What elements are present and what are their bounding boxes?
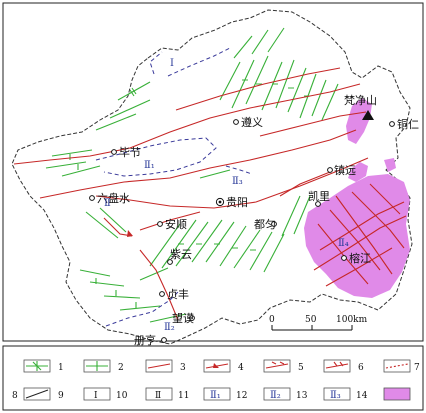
city-label-wangmo: 望谟 <box>172 312 194 325</box>
legend-num-14: 14 <box>356 391 368 401</box>
fold-ticks <box>69 79 310 308</box>
legend-num-1: 1 <box>58 363 64 373</box>
legend-num-7: 7 <box>414 363 420 373</box>
city-markers <box>89 119 395 343</box>
thrust-marker <box>127 230 133 237</box>
legend-symbol-12: Ⅱ₂ <box>270 390 281 401</box>
city-label-ceheng: 册亨 <box>134 333 156 347</box>
city-label-zhenyuan: 镇远 <box>334 163 356 177</box>
zone-label-2-4: Ⅱ₄ <box>338 238 349 249</box>
legend-symbol-11: Ⅱ₁ <box>210 390 221 401</box>
city-label-zunyi: 遵义 <box>241 115 263 129</box>
granite-region-main <box>304 174 410 298</box>
legend-num-12: 12 <box>236 391 247 401</box>
zone-label-2-3: Ⅱ₃ <box>232 176 243 187</box>
city-label-kaili: 凯里 <box>308 190 330 203</box>
scale-label-0: 0 <box>269 315 275 325</box>
city-label-guiyang: 贵阳 <box>226 196 248 209</box>
zone-label-2-2: Ⅱ₂ <box>164 322 175 333</box>
legend-row-1: 1 2 3 4 5 6 7 <box>23 359 420 373</box>
mountain-triangle-icon <box>362 110 374 120</box>
zone-label-1: Ⅰ <box>170 58 174 69</box>
capital-marker <box>215 197 225 207</box>
legend-num-13: 13 <box>296 391 308 401</box>
city-label-bijie: 毕节 <box>119 146 141 159</box>
granite-region-small <box>348 162 368 182</box>
city-label-duyun: 都匀 <box>254 218 276 231</box>
legend-frame <box>2 345 424 411</box>
city-label-tongren: 铜仁 <box>397 117 419 131</box>
scale-label-50: 50 <box>305 315 317 325</box>
city-label-ziyun: 紫云 <box>170 248 192 261</box>
granite-region-zhenyuan <box>384 158 396 172</box>
city-label-liupanshui: 六盘水 <box>97 191 130 205</box>
map-frame <box>2 2 424 342</box>
fold-axes <box>45 27 339 323</box>
city-label-fanjingshan: 梵净山 <box>344 93 377 107</box>
legend-symbol-9: Ⅰ <box>94 391 98 401</box>
zone-boundaries <box>95 47 253 327</box>
legend-num-4: 4 <box>238 363 244 373</box>
zone-label-2-1: Ⅱ₁ <box>144 160 155 171</box>
legend-num-11: 11 <box>178 391 189 401</box>
legend-row-2: Ⅰ Ⅱ Ⅱ₁ Ⅱ₂ Ⅱ₃ 8 9 10 11 12 13 14 <box>12 387 411 401</box>
legend-num-5: 5 <box>298 363 304 373</box>
province-outline <box>11 9 413 345</box>
city-label-zhenfeng: 贞丰 <box>167 287 189 301</box>
scale-label-100: 100km <box>336 315 368 325</box>
scale-bar: 0 50 100km <box>269 315 368 331</box>
legend-num-9: 9 <box>58 391 64 401</box>
legend-num-2: 2 <box>118 363 124 373</box>
granite-region-fanjingshan <box>346 98 372 144</box>
city-label-rongjiang: 榕江 <box>349 251 371 265</box>
legend-num-6: 6 <box>358 363 364 373</box>
legend-num-8: 8 <box>12 391 18 401</box>
legend-num-10: 10 <box>116 391 128 401</box>
legend-symbol-13: Ⅱ₃ <box>330 390 341 401</box>
legend-num-3: 3 <box>180 363 186 373</box>
city-label-anshun: 安顺 <box>165 217 187 231</box>
legend-symbol-10: Ⅱ <box>155 391 161 401</box>
zone-label-2: Ⅱ <box>104 198 111 209</box>
